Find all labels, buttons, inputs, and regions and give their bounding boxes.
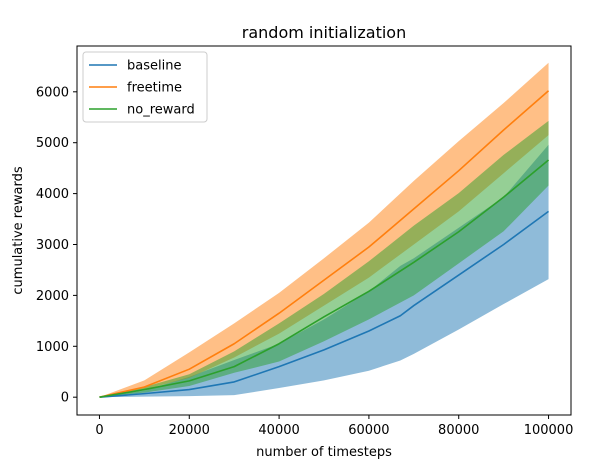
y-tick-label: 0 [61, 391, 69, 406]
x-axis-label: number of timesteps [256, 445, 392, 460]
band-no-reward [99, 120, 549, 398]
x-tick-label: 80000 [438, 423, 479, 438]
series-lines [99, 90, 550, 398]
legend-label-baseline: baseline [127, 59, 181, 74]
line-freetime [99, 90, 550, 398]
band-baseline [99, 144, 549, 398]
y-tick-label: 3000 [36, 238, 69, 253]
legend: baseline freetime no_reward [82, 51, 208, 123]
y-tick-label: 5000 [36, 136, 69, 151]
legend-label-no-reward: no_reward [127, 103, 195, 118]
line-no-reward [99, 159, 550, 398]
y-tick-label: 4000 [36, 187, 69, 202]
chart-title: random initialization [242, 23, 406, 42]
plot-frame [76, 45, 572, 416]
x-tick-label: 40000 [258, 423, 299, 438]
legend-box [82, 51, 208, 123]
y-axis-label: cumulative rewards [11, 166, 26, 294]
x-tick-label: 100000 [524, 423, 574, 438]
x-tick-label: 60000 [348, 423, 389, 438]
x-axis-ticks: 0 20000 40000 60000 80000 100000 [95, 415, 573, 438]
y-tick-label: 6000 [36, 85, 69, 100]
y-tick-label: 1000 [36, 340, 69, 355]
legend-label-freetime: freetime [127, 81, 182, 96]
confidence-bands [99, 62, 549, 398]
x-tick-label: 0 [95, 423, 103, 438]
y-tick-label: 2000 [36, 289, 69, 304]
x-tick-label: 20000 [169, 423, 210, 438]
line-baseline [99, 210, 550, 398]
y-axis-ticks: 0 1000 2000 3000 4000 5000 6000 [36, 85, 77, 406]
